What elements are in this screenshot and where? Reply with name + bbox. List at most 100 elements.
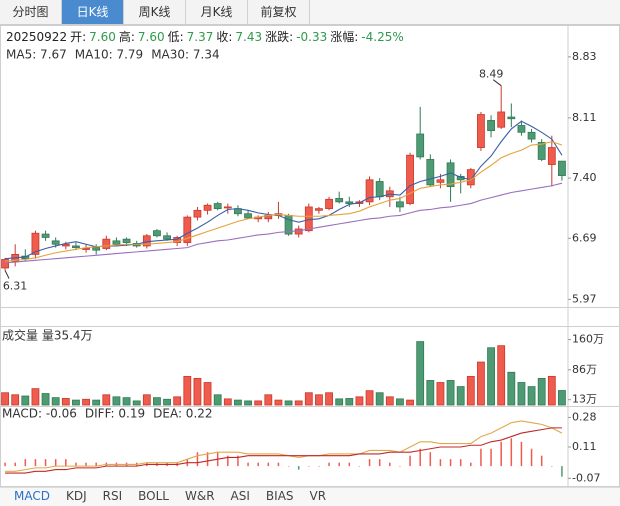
volume-bar: [325, 392, 333, 406]
volume-bar: [264, 394, 273, 406]
y-tick-label: 5.97: [572, 292, 597, 305]
min-leader: [4, 270, 10, 279]
indicator-line: [5, 141, 563, 262]
volume-bar: [92, 399, 101, 406]
candle-body: [426, 159, 435, 186]
period-tabs: 分时图 日K线 周K线 月K线 前复权: [0, 0, 620, 25]
period-tab[interactable]: 日K线: [62, 0, 124, 24]
macd-bar: [257, 462, 259, 467]
indicator-tabs: MACD KDJ RSI BOLL W&R ASI BIAS VR: [0, 487, 620, 506]
macd-bar: [490, 448, 492, 467]
candle-body: [446, 162, 455, 187]
macd-bar: [196, 452, 199, 467]
quote-value: 7.43: [235, 30, 263, 44]
y-tick-label: 86万: [572, 363, 597, 376]
volume-bar: [61, 398, 70, 406]
volume-bar: [304, 392, 313, 406]
volume-bar: [517, 382, 526, 406]
macd-bar: [399, 466, 401, 467]
candle-body: [92, 247, 101, 251]
indicator-tab[interactable]: KDJ: [65, 489, 87, 503]
volume-bar: [274, 399, 283, 406]
macd-bar: [459, 459, 462, 467]
volume-bar: [213, 394, 222, 406]
candle-body: [193, 209, 202, 218]
candle-body: [315, 208, 323, 211]
volume-bar: [102, 394, 111, 406]
volume-bar: [153, 397, 161, 406]
y-tick-label: 0.28: [572, 410, 597, 423]
quote-label: 开:: [70, 30, 87, 44]
volume-bar: [426, 380, 435, 406]
candle-body: [294, 228, 303, 235]
y-tick-label: 7.40: [572, 171, 597, 184]
candle-body: [365, 179, 374, 203]
period-tab[interactable]: 月K线: [186, 0, 248, 24]
candle-body: [487, 120, 495, 132]
min-label: 6.31: [3, 280, 28, 293]
macd-bar: [500, 441, 502, 467]
macd-bar: [14, 462, 16, 467]
period-tab[interactable]: 周K线: [124, 0, 186, 24]
macd-bar: [54, 459, 57, 467]
macd-bar: [530, 448, 533, 467]
volume-bar: [244, 400, 252, 406]
macd-bar: [338, 462, 340, 467]
macd-bar: [318, 466, 320, 467]
period-tab[interactable]: 前复权: [248, 0, 310, 24]
period-tab[interactable]: 分时图: [0, 0, 62, 24]
legend-entry: DEA: 0.22: [153, 407, 212, 421]
candle-body: [213, 203, 222, 210]
indicator-tab[interactable]: VR: [309, 489, 327, 503]
indicator-tab[interactable]: ASI: [230, 489, 250, 503]
macd-bar: [85, 462, 87, 467]
volume-bar: [294, 400, 303, 406]
y-tick-label: 8.11: [572, 111, 597, 124]
y-tick-label: -0.07: [572, 471, 600, 484]
macd-bar: [480, 448, 482, 467]
macd-bar: [267, 462, 270, 467]
macd-bar: [449, 459, 452, 467]
volume-bar: [416, 341, 425, 406]
macd-bar: [389, 462, 391, 467]
indicator-tab[interactable]: MACD: [14, 489, 50, 503]
volume-bar: [82, 398, 90, 406]
volume-bar: [223, 398, 232, 406]
indicator-tab[interactable]: RSI: [102, 489, 123, 503]
macd-bar: [409, 455, 411, 467]
indicator-tab[interactable]: W&R: [184, 489, 215, 503]
macd-bar: [297, 466, 300, 470]
macd-bar: [328, 462, 330, 467]
candle-body: [31, 232, 40, 255]
candle-body: [558, 160, 566, 176]
volume-bar: [234, 399, 242, 406]
volume-bar: [385, 396, 394, 406]
volume-bar: [142, 394, 151, 406]
legend-entry: DIFF: 0.19: [85, 407, 145, 421]
volume-bar: [1, 392, 9, 406]
candle-body: [203, 204, 212, 211]
volume-bar: [345, 398, 354, 406]
macd-bar: [561, 466, 563, 477]
volume-bar: [406, 399, 414, 406]
candle-body: [112, 240, 121, 245]
candle-body: [122, 238, 131, 243]
indicator-tab[interactable]: BIAS: [265, 489, 294, 503]
y-tick-label: 0.11: [572, 440, 597, 453]
candle-body: [244, 213, 252, 219]
indicator-line: [5, 182, 563, 264]
legend-entry: MA5: 7.67: [6, 48, 67, 62]
macd-bar: [206, 452, 209, 467]
macd-bar: [75, 462, 77, 467]
quote-line: 20250922 开: 7.60 高: 7.60 低: 7.37 收: 7.43 涨跌: -0.33…: [6, 28, 407, 45]
indicator-tab[interactable]: BOLL: [138, 489, 169, 503]
volume-bar: [547, 375, 556, 406]
quote-value: -0.33: [296, 30, 328, 44]
volume-bar: [497, 345, 506, 406]
macd-bar: [348, 462, 351, 467]
candle-body: [345, 201, 354, 204]
candle-body: [51, 240, 60, 245]
volume-bar: [456, 386, 465, 406]
macd-bar: [95, 462, 97, 467]
